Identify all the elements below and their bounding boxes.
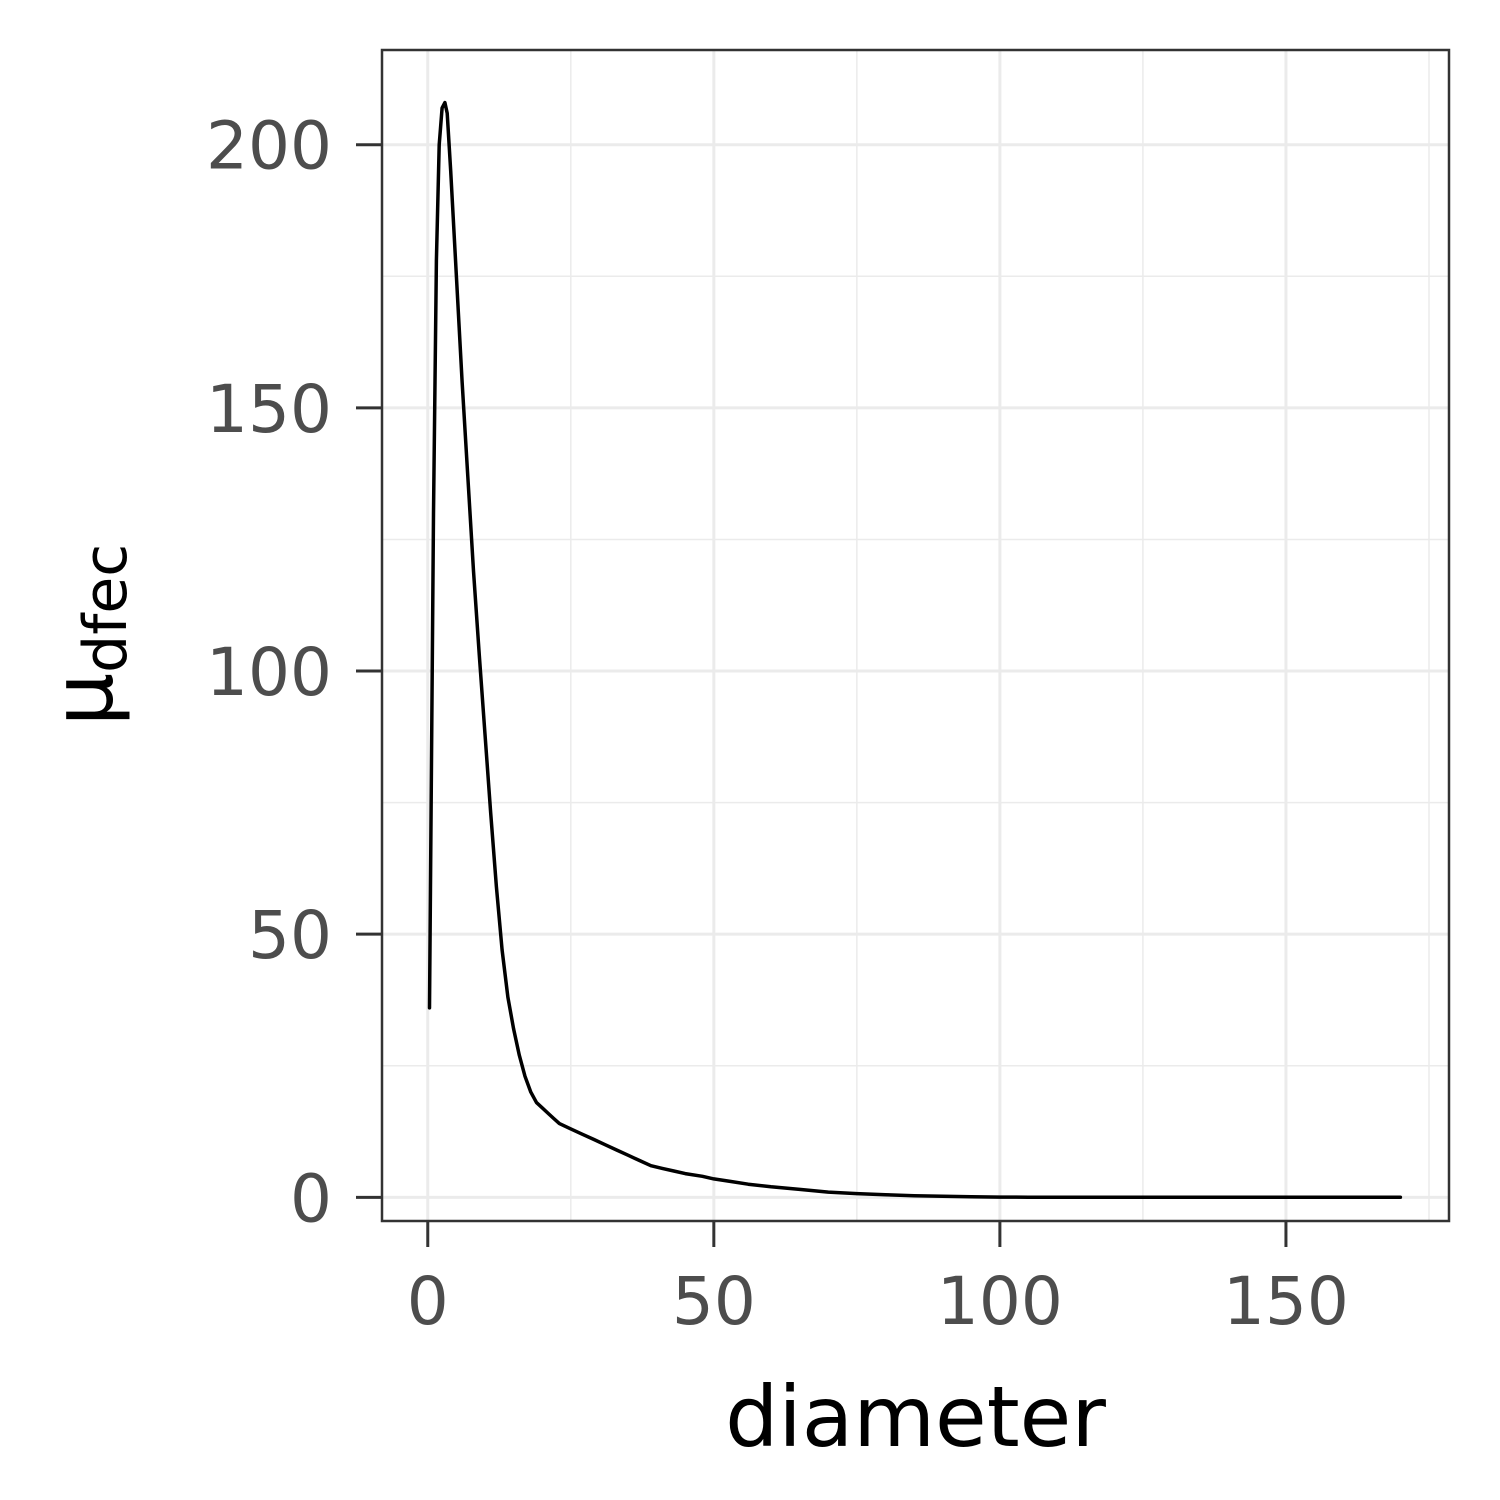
y-tick-label: 0 xyxy=(290,1160,332,1237)
x-axis-title: diameter xyxy=(725,1368,1106,1466)
panel-background xyxy=(382,50,1449,1221)
x-tick-label: 100 xyxy=(937,1263,1063,1340)
y-tick-label: 200 xyxy=(206,108,332,185)
x-tick-label: 0 xyxy=(407,1263,449,1340)
x-axis: 0 50 100 150 xyxy=(407,1221,1349,1340)
y-axis-title-symbol: μ xyxy=(34,673,132,726)
y-axis: 0 50 100 150 200 xyxy=(206,108,382,1237)
series-line xyxy=(427,100,1403,1200)
y-axis-title: μdfec xyxy=(34,544,141,727)
y-tick-label: 50 xyxy=(248,897,332,974)
y-tick-label: 150 xyxy=(206,371,332,448)
y-axis-title-subscript: dfec xyxy=(71,544,141,673)
x-tick-label: 150 xyxy=(1223,1263,1349,1340)
panel-border xyxy=(380,48,1451,1223)
x-tick-label: 50 xyxy=(672,1263,756,1340)
y-tick-label: 100 xyxy=(206,634,332,711)
